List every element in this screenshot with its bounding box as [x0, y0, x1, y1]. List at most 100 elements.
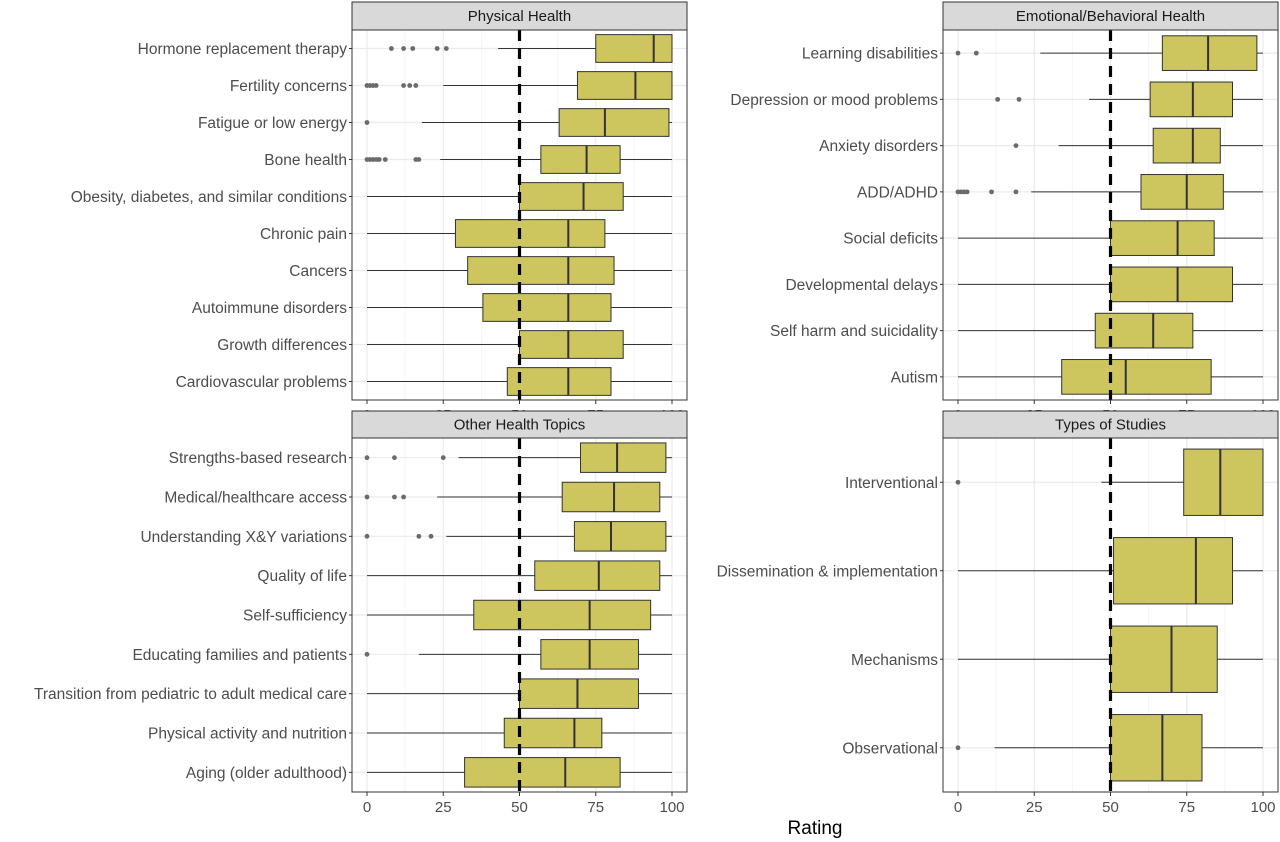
box — [576, 71, 673, 100]
boxplot-anxiety-disorders — [1013, 127, 1263, 164]
outlier-point — [416, 533, 422, 539]
outlier-point — [410, 46, 416, 51]
category-label: Understanding X&Y variations — [140, 529, 347, 546]
outlier-point — [989, 189, 994, 195]
boxplot-cancers — [367, 256, 672, 285]
box — [1110, 266, 1233, 303]
panel-title: Types of Studies — [1055, 417, 1166, 434]
category-label: Fatigue or low energy — [198, 115, 347, 132]
boxplot-depression-or-mood-problems — [995, 81, 1263, 118]
category-label: Physical activity and nutrition — [148, 726, 347, 743]
box — [1149, 81, 1234, 118]
box — [464, 757, 621, 788]
category-label: Self-sufficiency — [243, 608, 347, 625]
category-label: Social deficits — [843, 231, 938, 248]
outlier-point — [392, 494, 397, 500]
box — [573, 521, 667, 552]
boxplot-bone-health — [364, 145, 672, 174]
x-tick-label: 100 — [659, 799, 684, 816]
boxplot-dissemination-implementation — [958, 537, 1263, 605]
outlier-point — [364, 651, 370, 657]
boxplot-understanding-x-y-variations — [364, 521, 672, 552]
boxplot-strengths-based-research — [364, 442, 672, 473]
boxplot-chronic-pain — [367, 219, 672, 248]
panel-emotional-behavioral-health: Emotional/Behavioral Health Learning disa… — [730, 1, 1279, 424]
panel-title-strip — [351, 410, 688, 439]
outlier-point — [955, 50, 961, 56]
outlier-point — [955, 479, 961, 485]
boxplot-cardiovascular-problems — [367, 367, 672, 396]
outlier-point — [364, 533, 370, 539]
x-tick-label: 0 — [954, 799, 962, 816]
outlier-point — [401, 494, 406, 500]
box — [519, 330, 624, 359]
outlier-point — [964, 189, 970, 195]
category-label: Fertility concerns — [230, 78, 347, 95]
boxplot-fatigue-or-low-energy — [364, 108, 672, 137]
outlier-point — [401, 83, 406, 88]
box — [1183, 448, 1264, 516]
outlier-point — [389, 46, 394, 51]
boxplot-learning-disabilities — [955, 35, 1263, 71]
outlier-point — [428, 533, 434, 539]
category-label: Medical/healthcare access — [164, 490, 347, 507]
x-tick-label: 0 — [363, 799, 371, 816]
boxplot-medical-healthcare-access — [364, 481, 672, 513]
box — [1110, 220, 1215, 256]
category-label: Growth differences — [217, 337, 347, 354]
outlier-point — [973, 50, 979, 56]
panel-title: Other Health Topics — [454, 417, 585, 434]
category-label: Educating families and patients — [132, 647, 347, 664]
category-label: Cardiovascular problems — [176, 374, 348, 391]
category-label: Anxiety disorders — [819, 138, 938, 155]
category-label: Developmental delays — [785, 277, 938, 294]
outlier-point — [373, 83, 379, 88]
x-tick-label: 100 — [1250, 799, 1275, 816]
boxplot-add-adhd — [955, 174, 1263, 210]
category-label: Obesity, diabetes, and similar condition… — [71, 189, 348, 206]
x-tick-label: 50 — [511, 799, 528, 816]
box — [534, 560, 661, 591]
outlier-point — [382, 157, 388, 162]
outlier-point — [413, 83, 419, 88]
category-label: Mechanisms — [851, 652, 938, 669]
category-label: Observational — [842, 740, 938, 757]
box — [1061, 359, 1212, 395]
box — [558, 108, 670, 137]
x-tick-label: 75 — [587, 799, 604, 816]
box — [1113, 537, 1234, 605]
outlier-point — [364, 120, 370, 125]
x-tick-label: 25 — [1026, 799, 1043, 816]
outlier-point — [401, 46, 406, 51]
boxplot-mechanisms — [958, 625, 1263, 693]
boxplot-developmental-delays — [958, 266, 1263, 303]
panel-title: Physical Health — [468, 8, 571, 25]
category-label: Dissemination & implementation — [717, 563, 938, 580]
category-label: Chronic pain — [260, 226, 347, 243]
panel-types-of-studies: Types of Studies Interventional Disseminat… — [717, 410, 1279, 816]
boxplot-self-sufficiency — [367, 599, 672, 631]
box — [519, 678, 639, 709]
boxplot-observational — [955, 714, 1263, 782]
box — [561, 481, 661, 513]
outlier-point — [364, 494, 370, 500]
box — [482, 293, 612, 322]
boxplot-autism — [958, 359, 1263, 395]
outlier-point — [416, 157, 422, 162]
category-label: Learning disabilities — [802, 46, 938, 63]
boxplot-transition-from-pediatric-to-adult-medical-care — [367, 678, 672, 709]
box — [1140, 174, 1224, 210]
category-label: Transition from pediatric to adult medic… — [34, 686, 347, 703]
box — [506, 367, 612, 396]
outlier-point — [1013, 189, 1019, 195]
boxplot-hormone-replacement-therapy — [389, 34, 673, 63]
category-label: Cancers — [289, 263, 347, 280]
panel-title: Emotional/Behavioral Health — [1016, 8, 1205, 25]
outlier-point — [364, 455, 370, 461]
outlier-point — [434, 46, 440, 51]
boxplot-fertility-concerns — [364, 71, 673, 100]
boxplot-interventional — [955, 448, 1264, 516]
category-label: Interventional — [845, 475, 938, 492]
panel-title-strip — [942, 1, 1279, 31]
